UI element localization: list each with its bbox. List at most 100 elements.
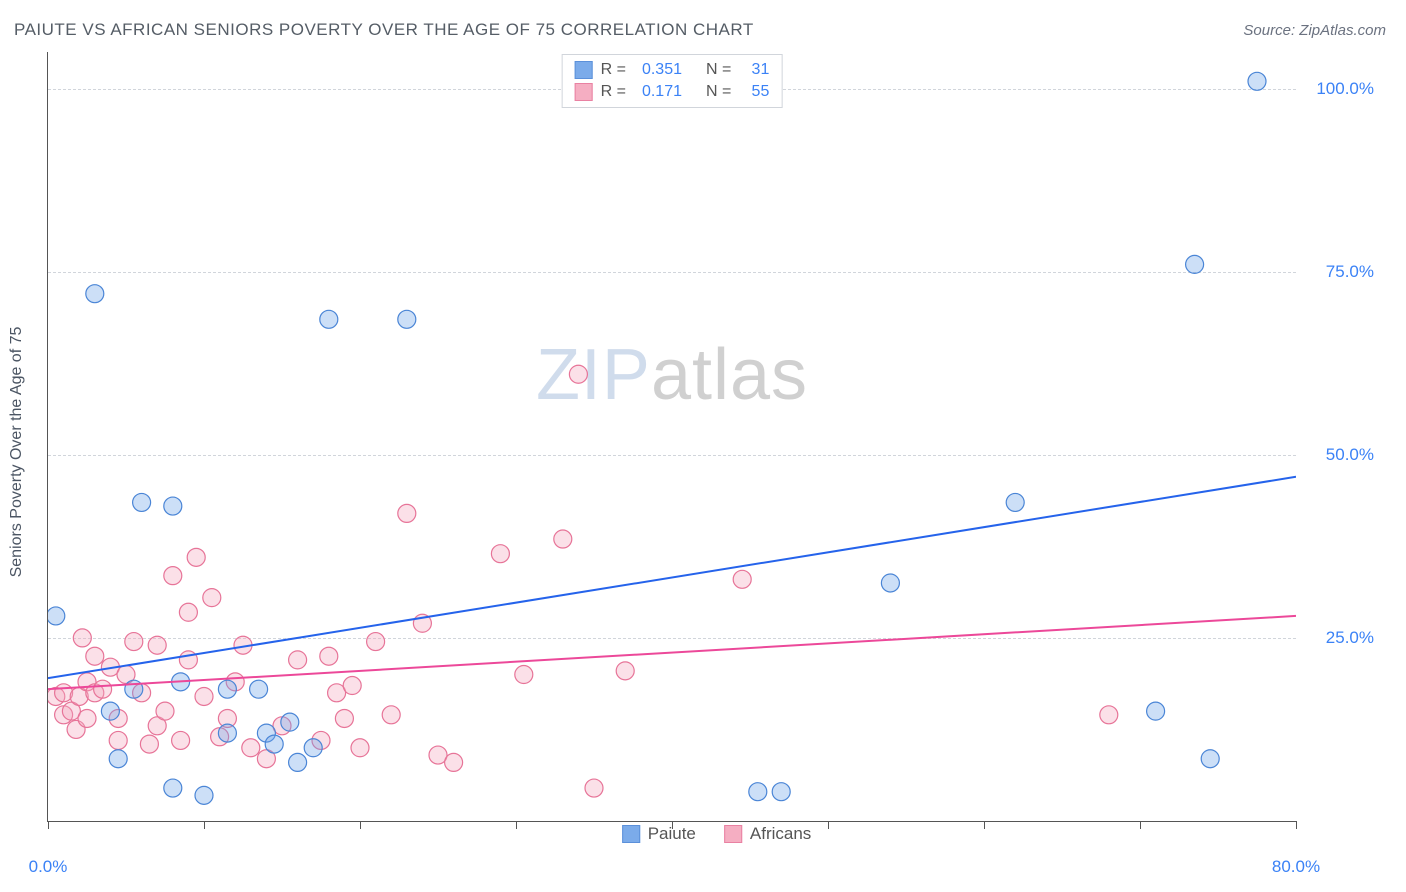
africans-point	[164, 567, 182, 585]
paiute-point	[304, 739, 322, 757]
africans-point	[187, 548, 205, 566]
paiute-point	[48, 607, 65, 625]
x-tick	[48, 821, 49, 829]
africans-point	[569, 365, 587, 383]
x-tick	[516, 821, 517, 829]
africans-point	[733, 570, 751, 588]
chart-title: PAIUTE VS AFRICAN SENIORS POVERTY OVER T…	[14, 20, 754, 40]
africans-point	[78, 709, 96, 727]
r-value: 0.351	[634, 61, 682, 79]
paiute-point	[1147, 702, 1165, 720]
paiute-point	[109, 750, 127, 768]
paiute-point	[289, 753, 307, 771]
paiute-point	[1248, 72, 1266, 90]
paiute-swatch-icon	[575, 61, 593, 79]
paiute-point	[881, 574, 899, 592]
paiute-point	[86, 285, 104, 303]
paiute-point	[218, 680, 236, 698]
x-tick-label: 0.0%	[29, 857, 68, 877]
africans-point	[73, 629, 91, 647]
africans-point	[585, 779, 603, 797]
africans-point	[140, 735, 158, 753]
africans-regression-line	[48, 616, 1296, 689]
y-tick-label: 75.0%	[1304, 262, 1374, 282]
africans-point	[554, 530, 572, 548]
africans-point	[515, 666, 533, 684]
africans-point	[382, 706, 400, 724]
x-tick	[1140, 821, 1141, 829]
paiute-point	[1201, 750, 1219, 768]
r-label: R =	[601, 83, 626, 101]
paiute-point	[265, 735, 283, 753]
x-tick	[828, 821, 829, 829]
legend-stats-row-paiute: R = 0.351 N = 31	[575, 59, 770, 81]
paiute-point	[101, 702, 119, 720]
paiute-point	[164, 497, 182, 515]
africans-point	[1100, 706, 1118, 724]
paiute-swatch-icon	[622, 825, 640, 843]
africans-point	[289, 651, 307, 669]
legend-entry-africans: Africans	[724, 824, 811, 844]
africans-point	[491, 545, 509, 563]
paiute-point	[398, 310, 416, 328]
legend-label: Paiute	[648, 824, 696, 844]
africans-point	[179, 603, 197, 621]
africans-point	[148, 636, 166, 654]
africans-point	[616, 662, 634, 680]
paiute-point	[772, 783, 790, 801]
source-name: ZipAtlas.com	[1299, 22, 1386, 39]
n-label: N =	[706, 83, 731, 101]
paiute-point	[1186, 255, 1204, 273]
africans-point	[195, 687, 213, 705]
x-tick	[360, 821, 361, 829]
africans-point	[367, 633, 385, 651]
plot-container: Seniors Poverty Over the Age of 75 R = 0…	[47, 52, 1386, 852]
x-tick-label: 80.0%	[1272, 857, 1320, 877]
africans-point	[335, 709, 353, 727]
africans-point	[172, 731, 190, 749]
y-axis-label: Seniors Poverty Over the Age of 75	[8, 327, 26, 578]
paiute-point	[133, 493, 151, 511]
africans-point	[203, 589, 221, 607]
africans-swatch-icon	[575, 83, 593, 101]
legend-stats-box: R = 0.351 N = 31 R = 0.171 N = 55	[562, 54, 783, 108]
source-attribution: Source: ZipAtlas.com	[1243, 22, 1386, 39]
paiute-point	[164, 779, 182, 797]
y-tick-label: 100.0%	[1304, 79, 1374, 99]
r-value: 0.171	[634, 83, 682, 101]
africans-point	[86, 647, 104, 665]
x-tick	[1296, 821, 1297, 829]
paiute-regression-line	[48, 477, 1296, 678]
africans-point	[125, 633, 143, 651]
n-value: 31	[739, 61, 769, 79]
n-label: N =	[706, 61, 731, 79]
africans-point	[109, 731, 127, 749]
n-value: 55	[739, 83, 769, 101]
africans-point	[94, 680, 112, 698]
africans-point	[343, 677, 361, 695]
plot-area: R = 0.351 N = 31 R = 0.171 N = 55 ZIPatl…	[47, 52, 1296, 822]
legend-entry-paiute: Paiute	[622, 824, 696, 844]
chart-svg	[48, 52, 1296, 821]
y-tick-label: 25.0%	[1304, 628, 1374, 648]
y-tick-label: 50.0%	[1304, 445, 1374, 465]
legend-stats-row-africans: R = 0.171 N = 55	[575, 81, 770, 103]
africans-point	[351, 739, 369, 757]
r-label: R =	[601, 61, 626, 79]
africans-point	[445, 753, 463, 771]
paiute-point	[218, 724, 236, 742]
paiute-point	[281, 713, 299, 731]
africans-point	[398, 504, 416, 522]
africans-point	[242, 739, 260, 757]
africans-point	[156, 702, 174, 720]
africans-point	[55, 684, 73, 702]
paiute-point	[320, 310, 338, 328]
africans-swatch-icon	[724, 825, 742, 843]
x-tick	[204, 821, 205, 829]
paiute-point	[1006, 493, 1024, 511]
x-tick	[984, 821, 985, 829]
source-prefix: Source:	[1243, 22, 1299, 39]
paiute-point	[195, 786, 213, 804]
legend-bottom: Paiute Africans	[622, 824, 812, 844]
paiute-point	[250, 680, 268, 698]
